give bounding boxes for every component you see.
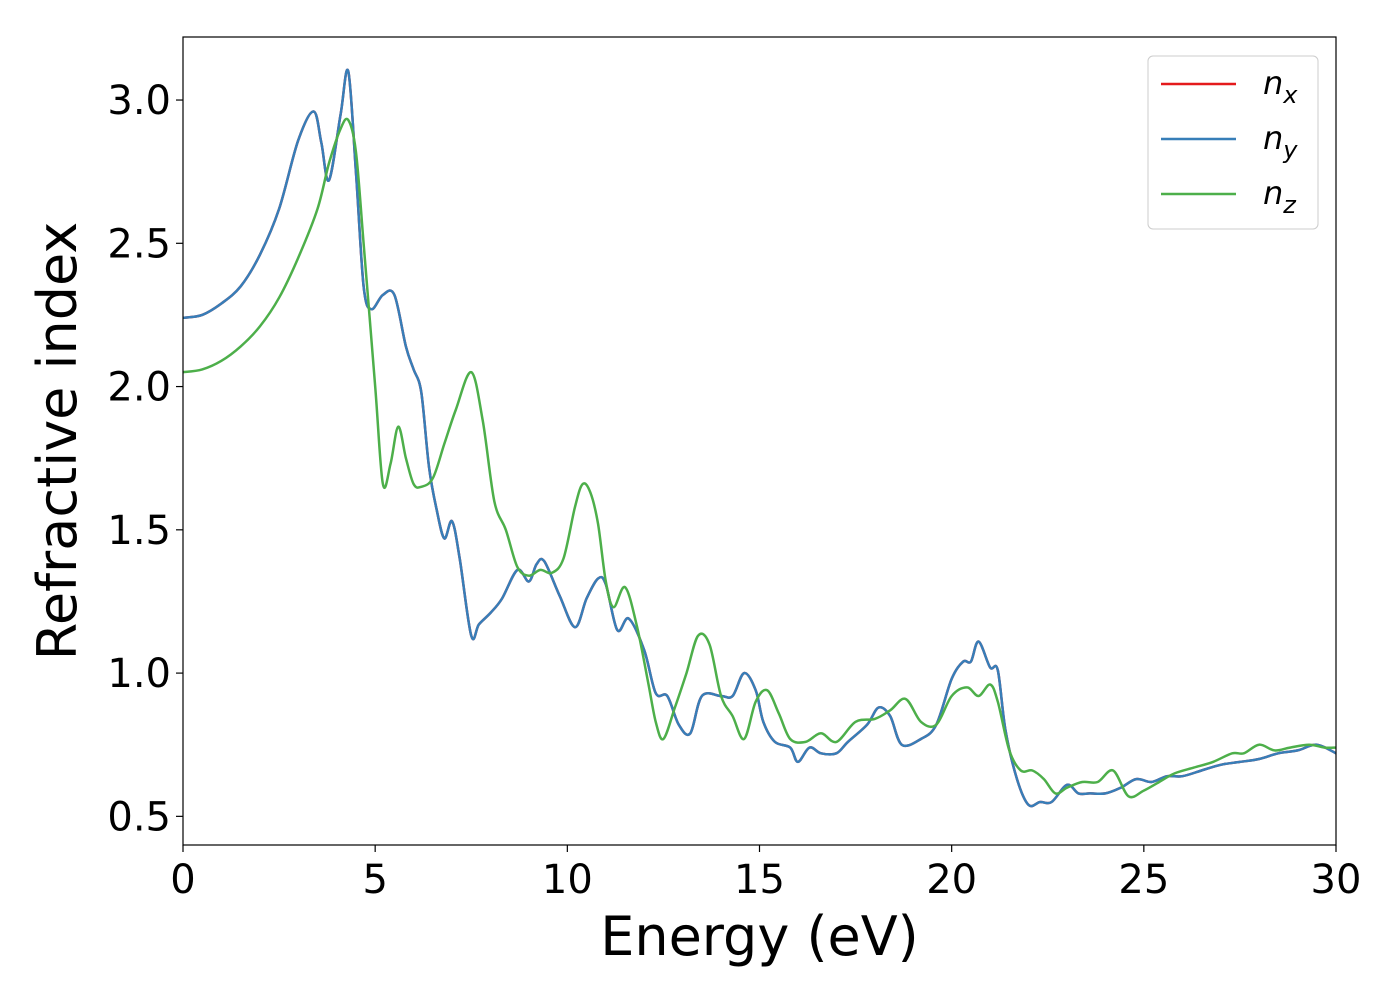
- legend: nx ny nz: [1147, 55, 1319, 230]
- x-tick-label: 15: [734, 857, 785, 903]
- y-tick-label: 2.5: [107, 221, 171, 267]
- x-tick-label: 10: [542, 857, 593, 903]
- y-tick-label: 2.0: [107, 365, 171, 411]
- x-axis: 0 5 10 15 20 25 30: [170, 845, 1361, 903]
- y-tick-label: 0.5: [107, 794, 171, 840]
- series-layer: [182, 68, 1337, 808]
- legend-label-ny: ny: [1263, 119, 1298, 164]
- y-tick-label: 3.0: [107, 78, 171, 124]
- x-tick-label: 30: [1311, 857, 1362, 903]
- y-tick-label: 1.5: [107, 508, 171, 554]
- y-tick-label: 1.0: [107, 651, 171, 697]
- legend-label-nx: nx: [1263, 64, 1298, 109]
- series-line-nz: [182, 117, 1337, 799]
- y-axis: 0.5 1.0 1.5 2.0 2.5 3.0: [107, 78, 183, 840]
- x-tick-label: 25: [1118, 857, 1169, 903]
- legend-box: [1147, 55, 1319, 230]
- x-axis-label: Energy (eV): [600, 905, 919, 968]
- x-tick-label: 5: [362, 857, 387, 903]
- legend-label-nz: nz: [1263, 174, 1297, 219]
- x-tick-label: 20: [926, 857, 977, 903]
- x-tick-label: 0: [170, 857, 195, 903]
- series-line-ny: [182, 68, 1337, 808]
- y-axis-label: Refractive index: [26, 222, 89, 661]
